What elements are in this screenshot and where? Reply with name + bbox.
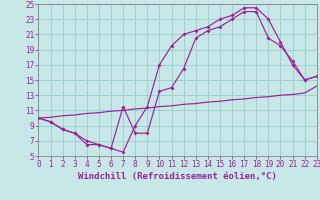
X-axis label: Windchill (Refroidissement éolien,°C): Windchill (Refroidissement éolien,°C) bbox=[78, 172, 277, 181]
